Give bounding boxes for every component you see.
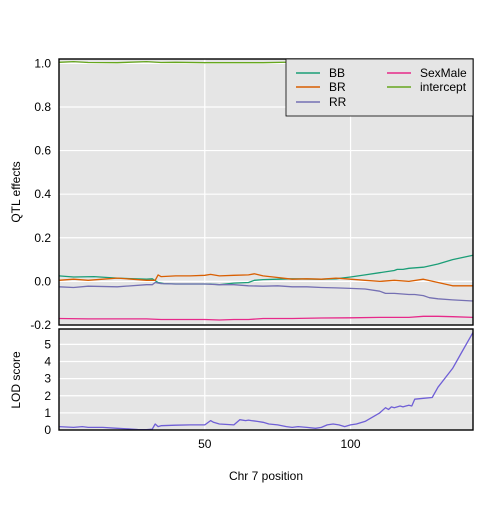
- effects-series: [58, 60, 474, 321]
- effects-y-tick-label: 0.8: [34, 100, 51, 114]
- lod-y-axis-label: LOD score: [9, 351, 23, 409]
- series-line-intercept: [58, 60, 307, 64]
- lod-plot-frame: [58, 328, 474, 431]
- x-tick-label: 50: [198, 437, 212, 451]
- legend-label-rr: RR: [329, 95, 347, 109]
- lod-y-tick-label: 3: [44, 372, 51, 386]
- lod-y-tick-label: 5: [44, 337, 51, 351]
- effects-y-tick-label: 0.4: [34, 187, 51, 201]
- legend-label-br: BR: [329, 80, 346, 94]
- series-line-bb: [58, 254, 474, 286]
- lod-y-tick-label: 0: [44, 423, 51, 437]
- legend-label-sexmale: SexMale: [420, 66, 467, 80]
- effects-y-tick-label: 0.0: [34, 274, 51, 288]
- legend: BB BR RR SexMale intercept: [285, 58, 474, 117]
- lod-y-ticks: 0 1 2 3 4 5: [44, 337, 51, 437]
- x-axis-label: Chr 7 position: [229, 469, 303, 483]
- lod-y-tick-label: 4: [44, 355, 51, 369]
- series-line-sexmale: [58, 315, 474, 321]
- effects-y-tick-label: 1.0: [34, 56, 51, 70]
- series-line-lod: [58, 332, 474, 431]
- effects-y-tick-label: 0.6: [34, 144, 51, 158]
- lod-x-ticks: 50 100: [198, 437, 361, 451]
- series-line-rr: [58, 281, 474, 302]
- legend-label-bb: BB: [329, 66, 345, 80]
- lod-series: [58, 332, 474, 431]
- effects-y-ticks: -0.2 0.0 0.2 0.4 0.6 0.8 1.0: [30, 56, 51, 332]
- lod-y-tick-label: 1: [44, 406, 51, 420]
- effects-y-tick-label: 0.2: [34, 231, 51, 245]
- effects-plot-frame: [58, 58, 474, 326]
- effects-y-axis-label: QTL effects: [9, 161, 23, 222]
- effects-y-tick-label: -0.2: [30, 318, 51, 332]
- lod-y-tick-label: 2: [44, 389, 51, 403]
- legend-label-intercept: intercept: [420, 80, 467, 94]
- x-tick-label: 100: [341, 437, 361, 451]
- series-line-br: [58, 273, 473, 287]
- lod-panel: 0 1 2 3 4 5 50 100 LOD score Chr 7 position: [9, 328, 474, 483]
- effects-panel: -0.2 0.0 0.2 0.4 0.6 0.8 1.0 QTL effects BB BR…: [9, 56, 474, 332]
